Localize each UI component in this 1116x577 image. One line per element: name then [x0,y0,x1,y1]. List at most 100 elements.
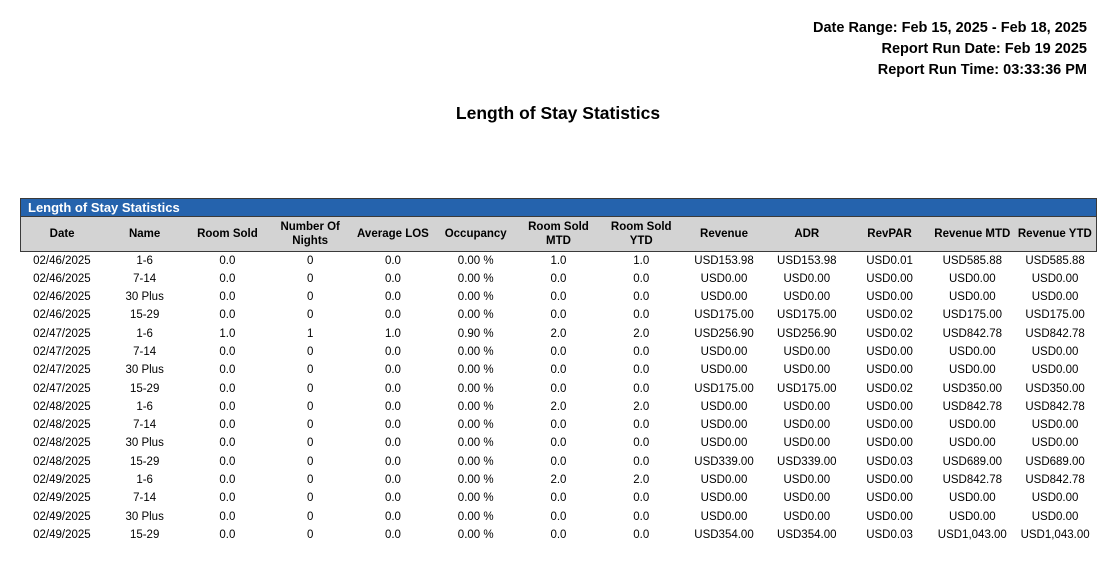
table-cell: USD0.00 [700,492,748,505]
table-cell: 0 [306,364,314,377]
table-cell: 0.0 [633,291,650,304]
column-header-room-sold-ytd: Room Sold YTD [599,217,683,252]
table-cell: USD0.00 [700,437,748,450]
table-cell: 02/46/2025 [33,272,91,285]
table-cell: USD0.00 [700,419,748,432]
table-cell: 0.0 [384,382,401,395]
table-cell: 1.0 [384,327,401,340]
table-cell: 0.0 [384,455,401,468]
table-cell: 02/47/2025 [33,327,91,340]
column-header-row: Date Name Room Sold Number Of Nights Average… [20,217,1097,252]
table-cell: USD0.00 [1031,345,1079,358]
table-cell: 1-6 [136,400,153,413]
table-cell: USD842.78 [942,400,1003,413]
table-cell: 02/48/2025 [33,455,91,468]
table-cell: 0.00 % [457,437,494,450]
table-cell: 0.0 [633,528,650,541]
table-cell: 0.0 [384,272,401,285]
table-cell: 0.0 [219,345,236,358]
table-cell: USD339.00 [694,455,754,468]
table-row: 02/49/2025 7-14 0.0 0 0.0 0.00 % 0.0 0.0 USD0.00… [21,489,1097,507]
table-cell: 0 [306,291,314,304]
table-cell: 02/46/2025 [33,291,91,304]
table-cell: USD0.00 [1031,291,1079,304]
table-cell: USD175.00 [777,382,837,395]
table-cell: 0 [306,254,314,267]
table-cell: USD256.90 [777,327,837,340]
table-cell: USD0.00 [783,510,831,523]
table-cell: 30 Plus [125,364,164,377]
table-cell: USD0.00 [700,272,748,285]
table-cell: 0 [306,419,314,432]
table-cell: USD842.78 [1025,474,1085,487]
table-cell: 0.0 [633,492,650,505]
table-cell: 0.0 [633,382,650,395]
table-cell: 0.0 [384,400,401,413]
table-cell: 0 [306,455,314,468]
table-cell: 0 [306,382,314,395]
table-cell: 7-14 [133,345,157,358]
table-cell: USD0.00 [866,400,913,413]
table-cell: 0.0 [384,510,401,523]
table-cell: USD0.00 [700,510,748,523]
table-cell: 0.0 [219,382,236,395]
table-cell: 0.0 [633,419,650,432]
table-cell: 0.0 [550,309,567,322]
table-cell: 7-14 [133,272,157,285]
table-cell: USD175.00 [694,382,754,395]
table-cell: 02/46/2025 [33,254,91,267]
table-cell: 2.0 [633,327,650,340]
table-cell: 0.0 [384,492,401,505]
table-cell: USD0.00 [1031,492,1079,505]
table-cell: USD0.00 [866,419,913,432]
column-header-name: Name [103,217,187,252]
table-cell: 0.90 % [457,327,494,340]
table-cell: USD0.00 [866,437,913,450]
table-cell: USD256.90 [694,327,754,340]
table-cell: USD0.00 [866,272,913,285]
table-cell: USD354.00 [694,528,754,541]
table-cell: USD0.00 [948,419,996,432]
table-cell: 0 [306,492,314,505]
table-cell: 7-14 [133,419,157,432]
table-cell: USD0.00 [866,492,913,505]
table-cell: 0.0 [550,510,567,523]
column-header-adr: ADR [765,217,849,252]
table-cell: USD1,043.00 [1020,528,1090,541]
table-cell: 02/49/2025 [33,474,91,487]
table-cell: USD0.00 [700,474,748,487]
table-cell: 0.00 % [457,364,494,377]
table-cell: 02/49/2025 [33,510,91,523]
table-cell: USD0.00 [1031,272,1079,285]
table-row: 02/48/2025 1-6 0.0 0 0.0 0.00 % 2.0 2.0 USD0.00 U… [21,398,1097,416]
table-cell: 0.00 % [457,474,494,487]
table-cell: USD0.00 [783,400,831,413]
table-cell: 0 [306,272,314,285]
table-section-header: Length of Stay Statistics [20,198,1097,217]
table-row: 02/46/2025 15-29 0.0 0 0.0 0.00 % 0.0 0.0 USD175… [21,306,1097,324]
table-cell: USD0.00 [948,437,996,450]
table-cell: 0.0 [384,419,401,432]
column-header-room-sold-mtd: Room Sold MTD [517,217,600,252]
table-cell: 0.00 % [457,382,494,395]
table-cell: 0.0 [384,528,401,541]
column-header-revenue: Revenue [682,217,766,252]
table-cell: USD0.00 [948,510,996,523]
table-row: 02/46/2025 7-14 0.0 0 0.0 0.00 % 0.0 0.0 USD0.00… [21,270,1097,288]
table-cell: 7-14 [133,492,157,505]
table-cell: USD0.00 [1031,419,1079,432]
table-row: 02/49/2025 15-29 0.0 0 0.0 0.00 % 0.0 0.0 USD354… [21,526,1097,544]
table-cell: USD0.00 [783,492,831,505]
table-cell: 0.0 [219,364,236,377]
report-run-time-label: Report Run Time: 03:33:36 PM [877,62,1087,78]
column-header-room-sold: Room Sold [186,217,269,252]
table-cell: USD842.78 [942,474,1003,487]
table-cell: USD0.00 [783,291,831,304]
table-cell: USD0.00 [1031,437,1079,450]
table-row: 02/46/2025 1-6 0.0 0 0.0 0.00 % 1.0 1.0 USD153.9… [21,251,1097,270]
table-cell: 15-29 [129,455,160,468]
table-cell: 0.0 [633,437,650,450]
table-cell: 0.0 [633,309,650,322]
table-cell: USD0.00 [783,437,831,450]
table-cell: 02/48/2025 [33,437,91,450]
